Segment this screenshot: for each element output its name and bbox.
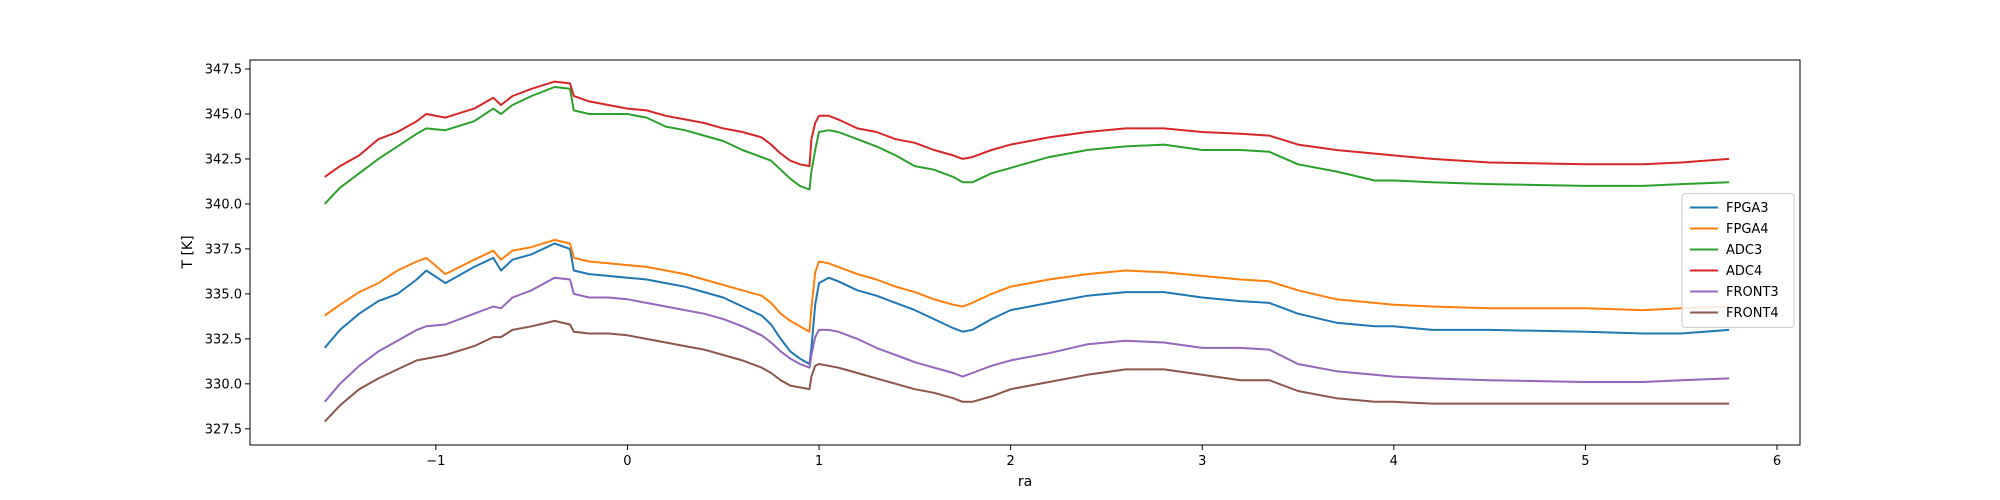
y-tick-label: 335.0 (205, 287, 242, 302)
legend-label-front3: FRONT3 (1726, 285, 1779, 300)
series-line-front3 (323, 276, 1730, 403)
plot-frame (249, 59, 1801, 446)
y-tick-label: 342.5 (205, 152, 242, 167)
x-tick-label: 2 (1006, 454, 1014, 469)
y-tick-label: 347.5 (205, 62, 242, 77)
series-line-fpga3 (323, 242, 1730, 365)
legend-label-fpga3: FPGA3 (1726, 201, 1769, 216)
x-tick-label: 0 (623, 454, 631, 469)
y-axis: 327.5 330.0 332.5 335.0 337.5 340.0 342.5 345.0… (205, 62, 250, 437)
y-tick-label: 340.0 (205, 197, 242, 212)
series-line-adc3 (323, 86, 1730, 205)
series-line-fpga4 (324, 238, 1730, 333)
legend-label-fpga4: FPGA4 (1726, 222, 1769, 237)
x-tick-label: 4 (1390, 454, 1398, 469)
y-tick-label: 327.5 (205, 422, 242, 437)
x-axis-label: ra (1018, 474, 1032, 490)
series-layer (323, 80, 1730, 423)
y-tick-label: 345.0 (205, 107, 242, 122)
x-axis: −1 0 1 2 3 4 5 6 (426, 445, 1781, 469)
x-tick-label: 6 (1773, 454, 1781, 469)
legend-label-adc3: ADC3 (1726, 243, 1762, 258)
y-axis-label: T [K] (180, 235, 196, 269)
y-tick-label: 337.5 (205, 242, 242, 257)
series-line-front4 (323, 319, 1730, 423)
series-line-adc4 (324, 80, 1730, 178)
legend-label-adc4: ADC4 (1726, 264, 1762, 279)
x-tick-label: 1 (815, 454, 823, 469)
x-tick-label: 3 (1198, 454, 1206, 469)
legend: FPGA3 FPGA4 ADC3 ADC4 FRONT3 FRONT4 (1681, 193, 1795, 328)
x-tick-label: −1 (426, 454, 445, 469)
legend-box (1681, 193, 1795, 328)
x-tick-label: 5 (1581, 454, 1589, 469)
y-tick-label: 332.5 (205, 332, 242, 347)
y-tick-label: 330.0 (205, 377, 242, 392)
legend-label-front4: FRONT4 (1726, 306, 1779, 321)
